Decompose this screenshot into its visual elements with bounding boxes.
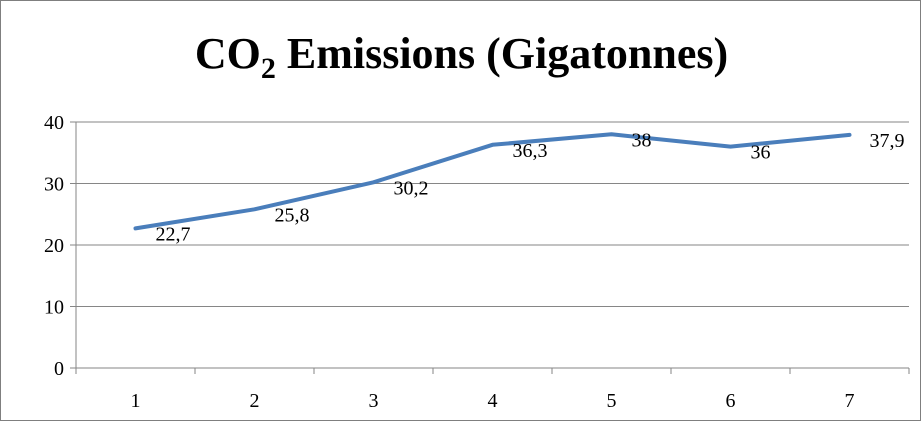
data-labels: 22,7 25,8 30,2 36,3 38 36 37,9 [156, 129, 905, 245]
x-tick-label: 4 [488, 390, 498, 412]
y-tick-label: 30 [44, 174, 64, 196]
series-layer [133, 132, 852, 231]
y-tick-label: 40 [44, 112, 64, 134]
data-label: 36,3 [513, 140, 548, 162]
axes: 0 10 20 30 40 1 2 3 4 5 6 7 [44, 112, 910, 412]
y-tick-label: 20 [44, 235, 64, 257]
data-label: 30,2 [394, 177, 429, 199]
data-label: 38 [632, 129, 652, 151]
data-label: 25,8 [275, 204, 310, 226]
x-tick-label: 1 [131, 390, 141, 412]
y-tick-label: 0 [54, 358, 64, 380]
chart-title-subscript: 2 [260, 52, 276, 85]
data-label: 36 [751, 142, 771, 164]
x-tick-label: 7 [845, 390, 855, 412]
chart-title-rest: Emissions (Gigatonnes) [275, 29, 729, 78]
x-tick-label: 3 [369, 390, 379, 412]
data-label: 22,7 [156, 223, 191, 245]
chart-title-main: CO [194, 29, 261, 78]
data-label: 37,9 [870, 130, 905, 152]
chart-title: CO2 Emissions (Gigatonnes) [0, 28, 923, 86]
x-tick-label: 6 [726, 390, 736, 412]
y-tick-label: 10 [44, 297, 64, 319]
grid-lines [76, 121, 909, 307]
x-tick-label: 2 [250, 390, 260, 412]
series-line [133, 132, 852, 231]
x-tick-label: 5 [607, 390, 617, 412]
